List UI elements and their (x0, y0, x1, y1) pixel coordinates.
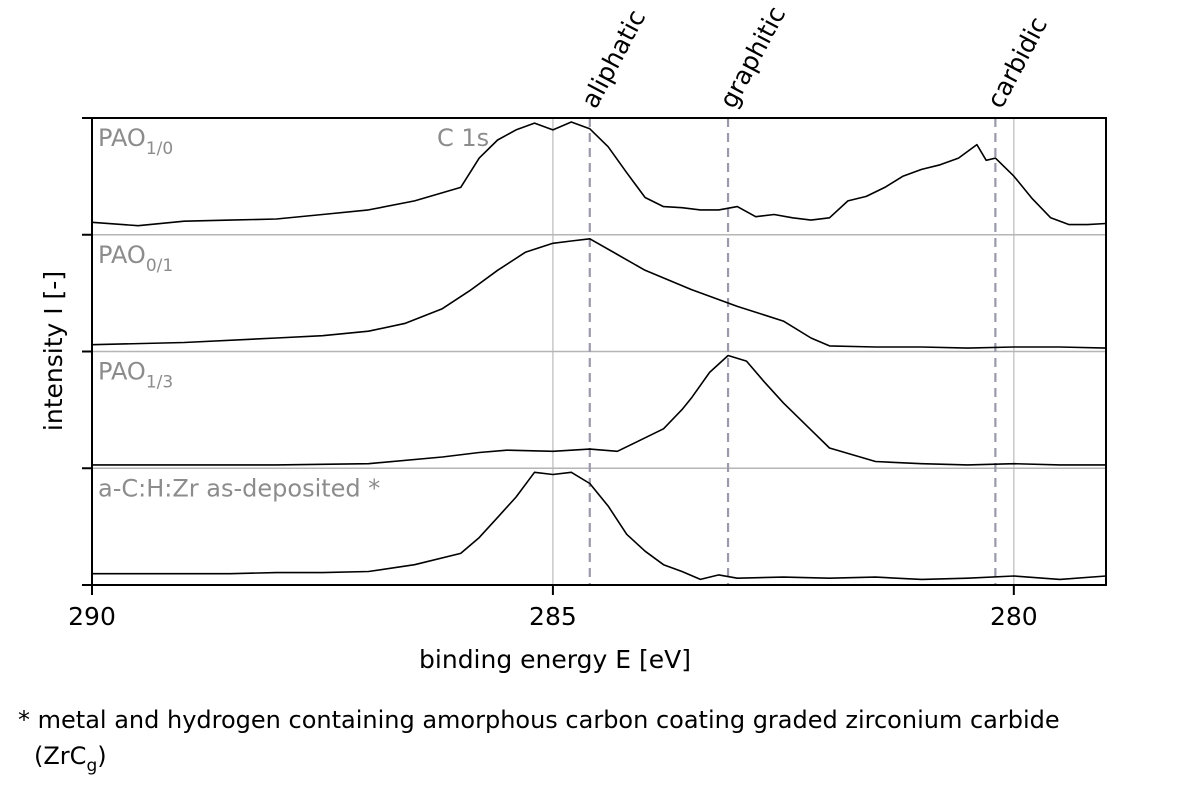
c1s-annotation: C 1s (437, 124, 489, 152)
x-tick-label: 280 (990, 602, 1038, 631)
xps-chart: aliphatic graphitic carbidic 290 285 280 PAO… (39, 2, 1107, 674)
spectrum-1 (91, 121, 1107, 227)
spectra (91, 121, 1107, 581)
abbr-sub: g (86, 756, 98, 776)
reference-label-aliphatic: aliphatic (575, 5, 651, 113)
footnote-marker: * (18, 706, 30, 734)
panel-label-4: a-C:H:Zr as-deposited * (98, 474, 380, 502)
reference-label-carbidic: carbidic (981, 12, 1053, 113)
abbr-close: ) (97, 742, 107, 770)
abbr-main: (ZrC (34, 742, 87, 770)
footnote: * metal and hydrogen containing amorphou… (18, 702, 1168, 784)
x-axis-label: binding energy E [eV] (419, 645, 691, 674)
reference-label-graphitic: graphitic (714, 2, 792, 113)
spectrum-3 (92, 354, 1106, 466)
y-axis-label: intensity I [-] (39, 271, 68, 431)
x-tick-label: 290 (68, 602, 116, 631)
spectrum-4 (92, 471, 1107, 581)
grid-layer (92, 118, 1106, 585)
panel-label-3: PAO1/3 (98, 358, 173, 393)
panel-labels: PAO1/0 PAO0/1 PAO1/3 a-C:H:Zr as-deposited … (98, 124, 380, 502)
axis-ticks: 290 285 280 (68, 117, 1038, 631)
panel-label-2: PAO0/1 (98, 241, 173, 276)
footnote-text: metal and hydrogen containing amorphous … (37, 706, 1060, 734)
reference-lines: aliphatic graphitic carbidic (575, 2, 1053, 585)
panel-label-1: PAO1/0 (98, 124, 173, 159)
footnote-abbreviation: (ZrCg) (34, 742, 107, 776)
spectrum-2 (91, 238, 1107, 349)
x-tick-label: 285 (529, 602, 577, 631)
